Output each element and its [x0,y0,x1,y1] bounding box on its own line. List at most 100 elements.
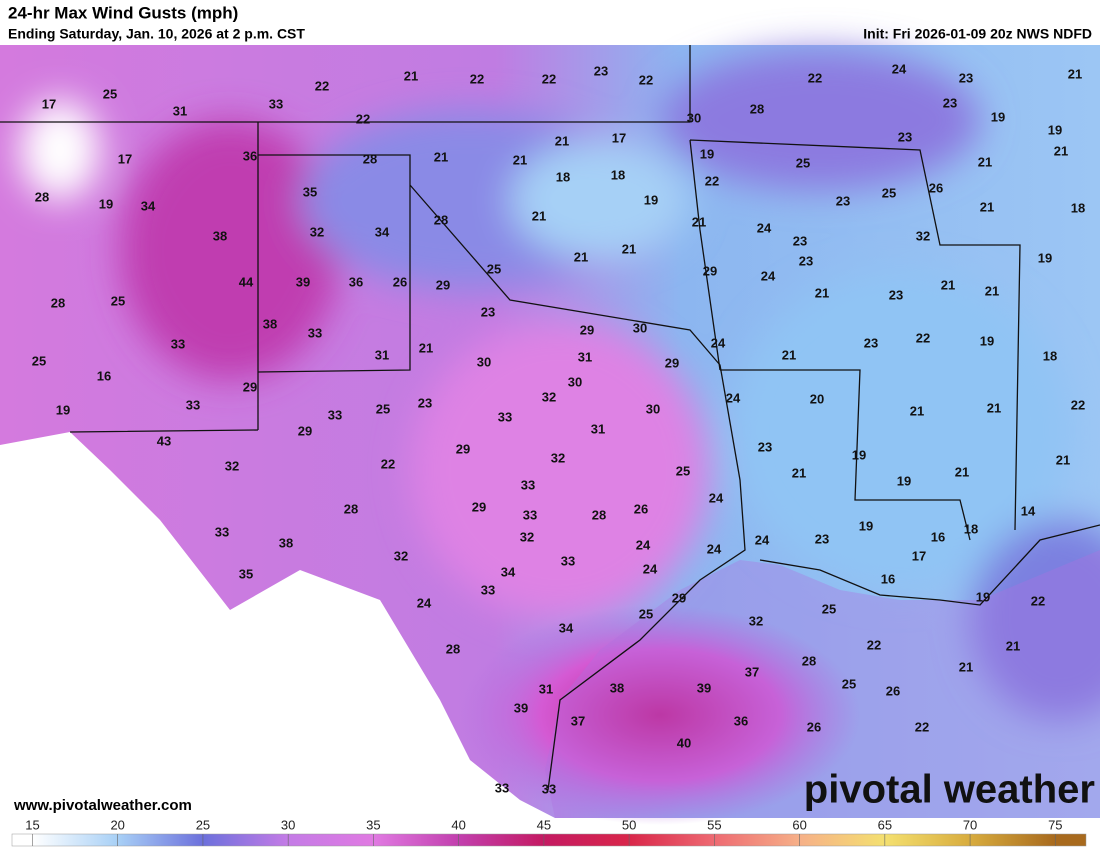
gust-label: 39 [697,680,711,695]
gust-label: 29 [703,263,717,278]
gust-label: 32 [520,529,534,544]
gust-label: 25 [676,463,690,478]
gust-label: 18 [611,167,625,182]
gust-label: 24 [709,490,724,505]
gust-label: 26 [393,274,407,289]
gust-label: 16 [97,368,111,383]
gust-label: 31 [578,349,592,364]
gust-label: 17 [912,548,926,563]
gust-label: 38 [279,535,293,550]
subtitle: Ending Saturday, Jan. 10, 2026 at 2 p.m.… [8,26,305,42]
gust-label: 21 [815,285,829,300]
gust-label: 21 [955,464,969,479]
gust-label: 21 [782,347,796,362]
gust-label: 21 [513,152,527,167]
gust-label: 25 [32,353,46,368]
gust-label: 30 [477,354,491,369]
gust-label: 21 [692,214,706,229]
init-time: Init: Fri 2026-01-09 20z NWS NDFD [863,26,1092,42]
gust-label: 38 [263,316,277,331]
gust-label: 26 [634,501,648,516]
gust-label: 35 [303,184,317,199]
gust-label: 22 [1031,593,1045,608]
map [0,45,1100,825]
gust-label: 19 [897,473,911,488]
gust-label: 25 [376,401,390,416]
gust-label: 23 [898,129,912,144]
gust-label: 19 [1038,250,1052,265]
gust-label: 32 [749,613,763,628]
gust-label: 25 [111,293,125,308]
gust-label: 19 [991,109,1005,124]
site-url: www.pivotalweather.com [13,797,192,814]
colorbar-tick-label: 35 [366,817,380,832]
shading [20,50,1100,720]
gust-label: 29 [436,277,450,292]
gust-label: 22 [867,637,881,652]
gust-label: 19 [99,196,113,211]
gust-label: 21 [941,277,955,292]
gust-label: 33 [328,407,342,422]
colorbar-tick-label: 20 [110,817,124,832]
gulf-shading [460,605,860,825]
gust-label: 23 [943,95,957,110]
gust-label: 32 [916,228,930,243]
gust-label: 28 [35,189,49,204]
gust-label: 34 [141,198,156,213]
gust-label: 29 [665,355,679,370]
gust-label: 21 [622,241,636,256]
gust-label: 21 [987,400,1001,415]
gust-label: 28 [434,212,448,227]
gust-label: 25 [842,676,856,691]
gust-label: 24 [417,595,432,610]
gust-label: 33 [521,477,535,492]
gust-label: 21 [959,659,973,674]
gust-label: 28 [446,641,460,656]
colorbar-tick-label: 55 [707,817,721,832]
colorbar: 15 20 25 30 35 40 45 50 55 60 65 70 75 [11,817,1087,847]
gust-label: 24 [711,335,726,350]
gust-label: 22 [639,72,653,87]
gust-label: 17 [118,151,132,166]
colorbar-bar [11,833,1087,847]
gust-label: 21 [1068,66,1082,81]
gust-label: 28 [750,101,764,116]
gulf [545,550,1100,818]
gust-label: 29 [472,499,486,514]
gust-label: 26 [886,683,900,698]
gust-label: 32 [310,224,324,239]
gust-label: 19 [980,333,994,348]
gust-label: 22 [808,70,822,85]
gust-label: 21 [910,403,924,418]
gust-label: 31 [591,421,605,436]
gust-label: 21 [978,154,992,169]
gust-label: 17 [42,96,56,111]
gust-label: 21 [419,340,433,355]
mexico [0,432,555,818]
colorbar-tick-label: 30 [281,817,295,832]
gust-label: 18 [1071,200,1085,215]
gust-label: 22 [542,71,556,86]
gust-label: 22 [705,173,719,188]
gust-label: 36 [349,274,363,289]
gust-label: 33 [495,780,509,795]
gust-label: 22 [315,78,329,93]
gust-label: 23 [959,70,973,85]
gust-label: 24 [707,541,722,556]
map-labels: 17 25 31 33 22 22 21 22 22 23 22 30 22 24 23 21 23 19 19 28… [32,61,1085,796]
gust-label: 23 [889,287,903,302]
gust-label: 23 [815,531,829,546]
gust-label: 33 [542,781,556,796]
gust-label: 32 [394,548,408,563]
gust-label: 18 [964,521,978,536]
gust-label: 33 [523,507,537,522]
gust-label: 29 [672,590,686,605]
gust-label: 23 [836,193,850,208]
gust-label: 33 [269,96,283,111]
gust-label: 38 [213,228,227,243]
gust-label: 31 [539,681,553,696]
gust-label: 19 [644,192,658,207]
gust-label: 21 [574,249,588,264]
gust-label: 21 [980,199,994,214]
gust-label: 23 [864,335,878,350]
